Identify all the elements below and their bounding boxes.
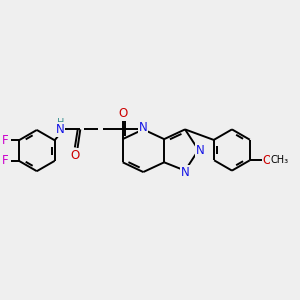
Text: N: N <box>56 123 65 136</box>
Text: N: N <box>196 143 204 157</box>
Text: O: O <box>70 149 80 162</box>
Text: O: O <box>262 154 272 167</box>
Text: F: F <box>2 134 8 147</box>
Text: CH₃: CH₃ <box>271 155 289 165</box>
Text: N: N <box>139 122 148 134</box>
Text: H: H <box>57 118 64 128</box>
Text: O: O <box>118 107 127 120</box>
Text: F: F <box>2 154 8 167</box>
Text: N: N <box>181 166 189 178</box>
